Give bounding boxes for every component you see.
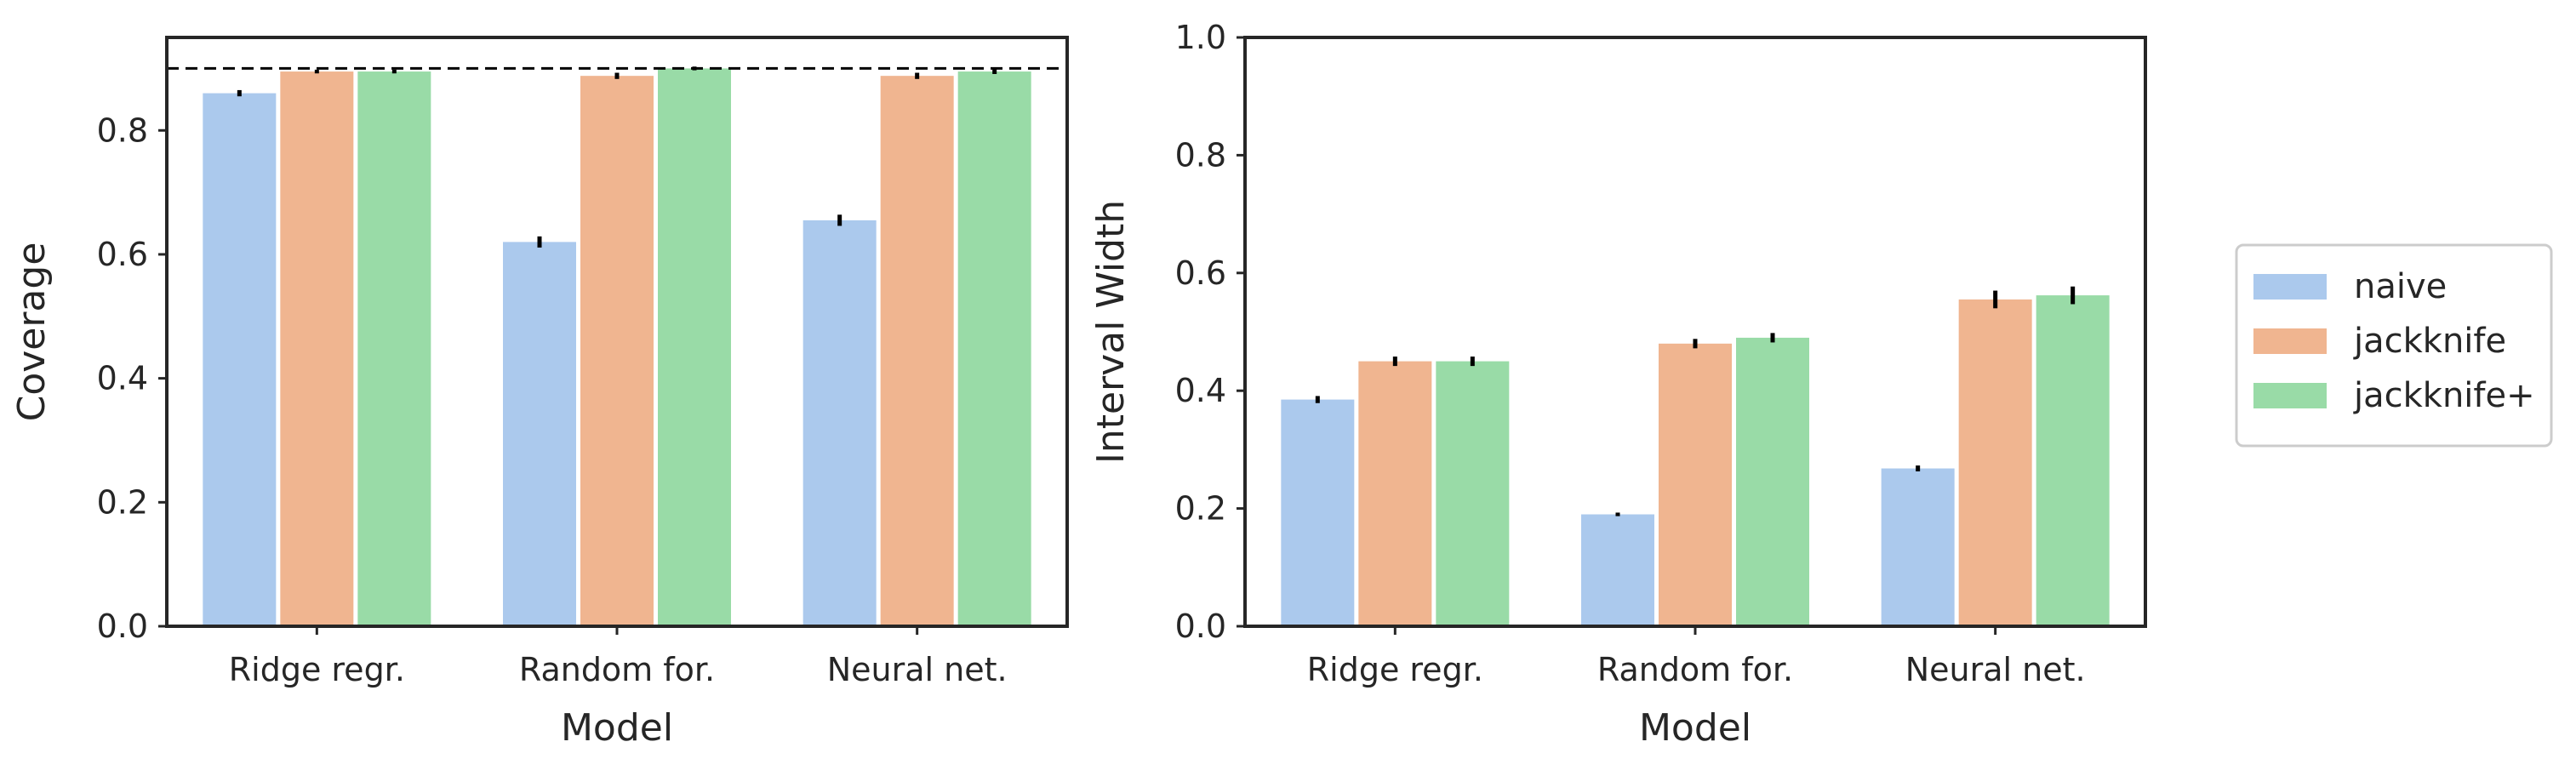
bar-jackknife-plus (658, 68, 731, 627)
bar-jackknife (1958, 299, 2032, 626)
bar-jackknife (280, 71, 354, 626)
plot-frame (165, 36, 1069, 628)
legend-swatch (2253, 328, 2327, 354)
y-axis-title: Coverage (10, 242, 54, 422)
bar-naive (1881, 468, 1955, 626)
x-tick-label: Ridge regr. (1307, 651, 1483, 688)
bar-jackknife (880, 76, 954, 626)
bar-jackknife (1659, 343, 1732, 626)
y-axis-title: Interval Width (1089, 200, 1133, 464)
y-tick-label: 1.0 (1175, 19, 1226, 56)
legend-swatch (2253, 274, 2327, 300)
bar-jackknife (580, 76, 654, 626)
interval-width-panel: 0.0 0.2 0.4 0.6 0.8 1.0 Ridge regr. Random for.… (1089, 19, 2147, 750)
bar-naive (203, 93, 277, 627)
x-tick-label: Ridge regr. (229, 651, 405, 688)
legend-label: jackknife (2353, 322, 2506, 361)
y-tick-label: 0.6 (1175, 254, 1226, 292)
bar-jackknife (1358, 361, 1432, 626)
bar-naive (1581, 514, 1654, 626)
bar-naive (1281, 399, 1355, 626)
plot-frame (1243, 36, 2147, 628)
x-axis-title: Model (561, 706, 673, 750)
x-tick-label: Neural net. (1905, 651, 2086, 688)
legend: naive jackknife jackknife+ (2235, 243, 2553, 448)
legend-label: jackknife+ (2353, 376, 2535, 415)
bar-jackknife-plus (1736, 337, 1809, 626)
bar-jackknife-plus (2036, 295, 2110, 626)
x-axis-title: Model (1639, 706, 1751, 750)
y-tick-label: 0.4 (1175, 372, 1226, 409)
coverage-panel: 0.0 0.2 0.4 0.6 0.8 Ridge regr. Random for. Neu… (10, 36, 1069, 750)
y-tick-label: 0.0 (97, 608, 148, 645)
y-tick-label: 0.2 (1175, 490, 1226, 528)
bar-jackknife-plus (1436, 361, 1510, 626)
y-tick-label: 0.0 (1175, 608, 1226, 645)
y-tick-label: 0.4 (97, 360, 148, 397)
y-tick-label: 0.2 (97, 483, 148, 521)
y-tick-label: 0.6 (97, 236, 148, 273)
x-tick-label: Random for. (1597, 651, 1793, 688)
legend-swatch (2253, 383, 2327, 408)
y-tick-label: 0.8 (1175, 136, 1226, 174)
x-tick-label: Random for. (519, 651, 715, 688)
bar-naive (803, 220, 877, 626)
bar-jackknife-plus (357, 71, 431, 626)
bar-naive (503, 242, 576, 626)
legend-label: naive (2354, 267, 2447, 306)
y-tick-label: 0.8 (97, 111, 148, 149)
x-tick-label: Neural net. (827, 651, 1008, 688)
bar-jackknife-plus (957, 71, 1031, 626)
